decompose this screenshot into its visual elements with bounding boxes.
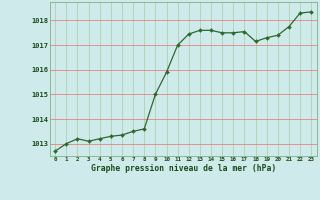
X-axis label: Graphe pression niveau de la mer (hPa): Graphe pression niveau de la mer (hPa) (91, 164, 276, 173)
